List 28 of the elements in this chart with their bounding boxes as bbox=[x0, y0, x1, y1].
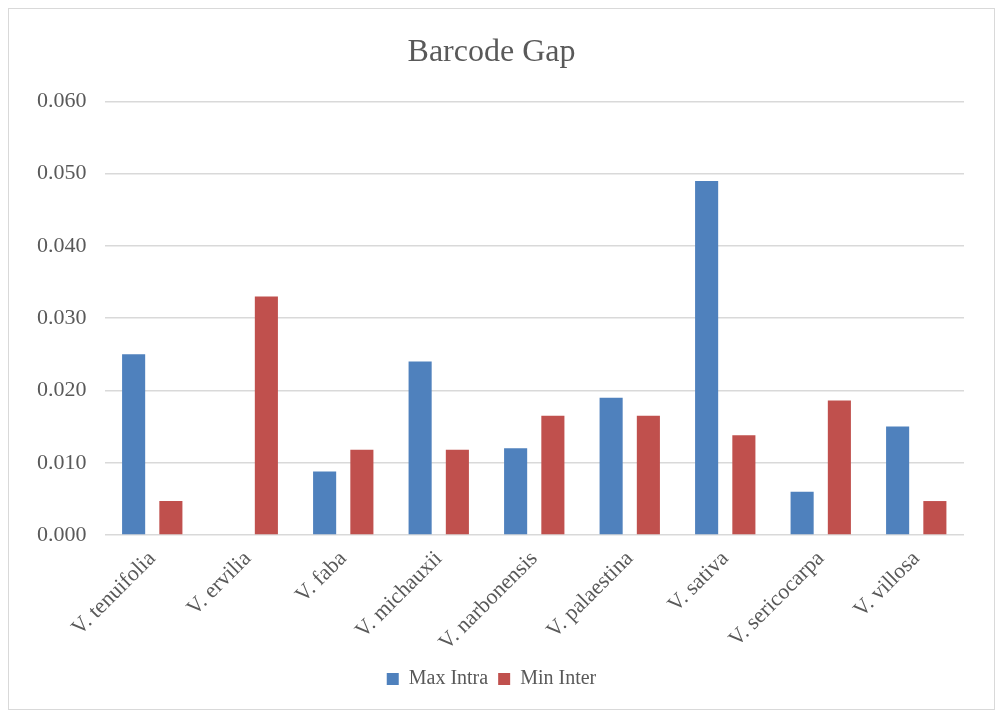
bar bbox=[886, 426, 910, 535]
bar bbox=[408, 361, 432, 535]
bar bbox=[599, 397, 623, 535]
y-tick-label: 0.000 bbox=[37, 520, 87, 546]
legend-label: Min Inter bbox=[520, 666, 597, 689]
bar bbox=[504, 448, 528, 535]
bar bbox=[159, 501, 183, 535]
bar bbox=[923, 501, 947, 535]
y-tick-label: 0.030 bbox=[37, 303, 87, 329]
bar bbox=[313, 471, 337, 535]
bar bbox=[732, 435, 756, 535]
y-tick-label: 0.010 bbox=[37, 448, 87, 474]
bar bbox=[350, 449, 374, 535]
x-tick-label: V. faba bbox=[289, 545, 352, 607]
y-tick-label: 0.040 bbox=[37, 231, 87, 257]
bar bbox=[827, 400, 851, 535]
bar bbox=[790, 491, 814, 535]
bar bbox=[636, 415, 660, 535]
bar bbox=[541, 415, 565, 535]
y-tick-label: 0.050 bbox=[37, 159, 87, 185]
bar bbox=[122, 354, 146, 535]
legend-label: Max Intra bbox=[408, 666, 489, 689]
bar bbox=[695, 180, 719, 535]
y-tick-label: 0.060 bbox=[37, 87, 87, 113]
y-tick-label: 0.020 bbox=[37, 376, 87, 402]
bar bbox=[254, 296, 278, 535]
bar bbox=[445, 449, 469, 535]
chart-title: Barcode Gap bbox=[407, 31, 576, 68]
